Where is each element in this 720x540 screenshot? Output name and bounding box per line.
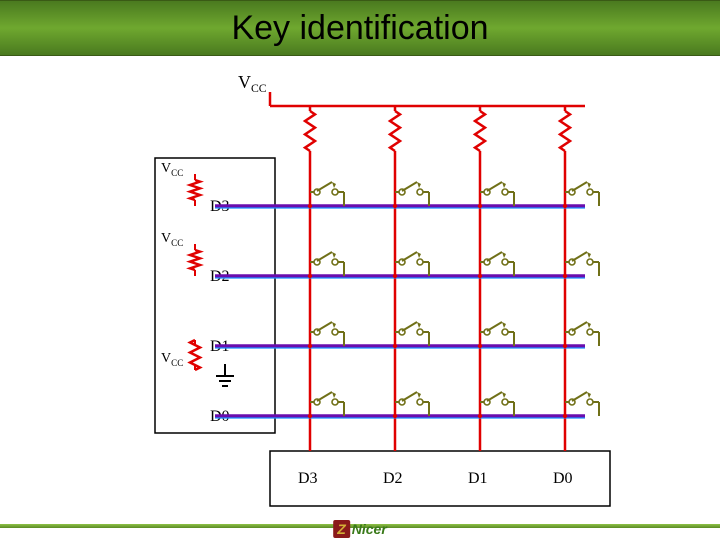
logo: Z Nicer <box>333 520 387 538</box>
circuit-diagram: VCCD3D2D1D0VCCD3VCCD2VCCD1D0 <box>0 56 720 516</box>
svg-text:VCC: VCC <box>161 351 183 368</box>
logo-z-icon: Z <box>333 520 350 538</box>
page-title: Key identification <box>231 9 488 48</box>
logo-text: Nicer <box>352 521 387 537</box>
svg-text:D1: D1 <box>468 470 488 487</box>
svg-text:D3: D3 <box>298 470 318 487</box>
svg-text:VCC: VCC <box>161 231 183 248</box>
svg-text:D0: D0 <box>553 470 573 487</box>
svg-text:VCC: VCC <box>161 161 183 178</box>
svg-text:D2: D2 <box>383 470 403 487</box>
svg-text:VCC: VCC <box>238 72 267 95</box>
circuit-svg: VCCD3D2D1D0VCCD3VCCD2VCCD1D0 <box>0 56 720 516</box>
title-bar: Key identification <box>0 0 720 56</box>
